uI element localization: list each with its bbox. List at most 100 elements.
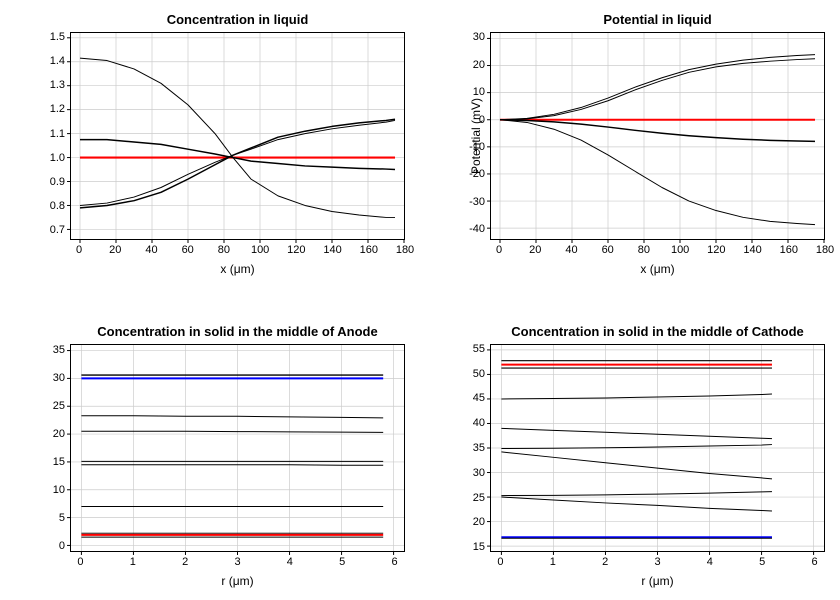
y-tick-label: 0.8	[50, 200, 65, 212]
y-tick-label: 0	[59, 540, 65, 552]
y-tick-label: 5	[59, 512, 65, 524]
x-tick-label: 40	[145, 244, 157, 256]
x-tick-label: 160	[780, 244, 798, 256]
x-tick-label: 100	[671, 244, 689, 256]
series-line	[500, 59, 815, 120]
y-tick-label: 50	[473, 368, 485, 380]
series-line	[501, 394, 772, 399]
x-tick-label: 3	[234, 556, 240, 568]
x-tick-label: 100	[251, 244, 269, 256]
plot-svg	[491, 33, 824, 239]
series-line	[500, 120, 815, 142]
series-line	[501, 428, 772, 438]
y-tick-label: 15	[53, 456, 65, 468]
x-tick-label: 4	[707, 556, 713, 568]
y-tick-label: -30	[469, 196, 485, 208]
y-tick-label: 0	[479, 114, 485, 126]
x-tick-label: 1	[550, 556, 556, 568]
x-tick-label: 2	[182, 556, 188, 568]
x-tick-label: 60	[182, 244, 194, 256]
x-tick-label: 5	[759, 556, 765, 568]
series-line	[81, 431, 383, 432]
y-tick-label: 1.5	[50, 31, 65, 43]
y-tick-label: 10	[53, 484, 65, 496]
panel-tr: Potential in liquidx (μm)Potential (mV)0…	[490, 32, 825, 240]
y-tick-label: -40	[469, 223, 485, 235]
y-tick-label: 0.9	[50, 176, 65, 188]
panel-title: Concentration in solid in the middle of …	[70, 324, 405, 339]
plot-svg	[71, 345, 404, 551]
series-line	[81, 416, 383, 418]
series-line	[501, 452, 772, 479]
x-tick-label: 0	[497, 556, 503, 568]
x-axis-label: x (μm)	[70, 262, 405, 276]
series-line	[500, 120, 815, 225]
x-tick-label: 3	[654, 556, 660, 568]
y-axis-label: Potential (mV)	[469, 98, 483, 174]
x-tick-label: 4	[287, 556, 293, 568]
y-tick-label: 1.2	[50, 103, 65, 115]
x-tick-label: 20	[529, 244, 541, 256]
x-tick-label: 20	[109, 244, 121, 256]
x-tick-label: 0	[496, 244, 502, 256]
y-tick-label: 20	[473, 516, 485, 528]
x-tick-label: 120	[287, 244, 305, 256]
y-tick-label: 55	[473, 343, 485, 355]
series-line	[81, 465, 383, 466]
plot-area	[70, 344, 405, 552]
x-tick-label: 6	[811, 556, 817, 568]
y-tick-label: 35	[53, 344, 65, 356]
y-tick-label: 20	[473, 59, 485, 71]
y-tick-label: 10	[473, 86, 485, 98]
plot-area	[490, 32, 825, 240]
x-tick-label: 0	[76, 244, 82, 256]
series-line	[501, 497, 772, 511]
x-tick-label: 180	[396, 244, 414, 256]
x-tick-label: 0	[77, 556, 83, 568]
panel-title: Concentration in solid in the middle of …	[490, 324, 825, 339]
y-tick-label: 35	[473, 442, 485, 454]
x-axis-label: x (μm)	[490, 262, 825, 276]
panel-title: Potential in liquid	[490, 12, 825, 27]
series-line	[501, 492, 772, 496]
x-tick-label: 140	[743, 244, 761, 256]
y-tick-label: -20	[469, 168, 485, 180]
x-tick-label: 1	[130, 556, 136, 568]
panel-title: Concentration in liquid	[70, 12, 405, 27]
x-tick-label: 5	[339, 556, 345, 568]
y-tick-label: 0.7	[50, 224, 65, 236]
y-tick-label: 1.1	[50, 128, 65, 140]
x-tick-label: 80	[218, 244, 230, 256]
y-tick-label: 30	[53, 372, 65, 384]
panel-bl: Concentration in solid in the middle of …	[70, 344, 405, 552]
y-tick-label: 40	[473, 417, 485, 429]
panel-tl: Concentration in liquidx (μm)Concentrati…	[70, 32, 405, 240]
x-tick-label: 140	[323, 244, 341, 256]
x-tick-label: 120	[707, 244, 725, 256]
y-tick-label: 25	[53, 400, 65, 412]
series-line	[80, 140, 395, 170]
figure: Concentration in liquid x (μm) Concentrati…	[0, 0, 840, 600]
series-line	[80, 58, 395, 217]
series-line	[500, 55, 815, 120]
x-tick-label: 160	[360, 244, 378, 256]
y-tick-label: 1.4	[50, 55, 65, 67]
y-tick-label: 30	[473, 467, 485, 479]
y-tick-label: 25	[473, 492, 485, 504]
plot-area	[490, 344, 825, 552]
plot-area	[70, 32, 405, 240]
x-tick-label: 40	[565, 244, 577, 256]
panel-br: Concentration in solid in the middle of …	[490, 344, 825, 552]
plot-svg	[491, 345, 824, 551]
x-tick-label: 6	[391, 556, 397, 568]
y-tick-label: 30	[473, 31, 485, 43]
y-tick-label: 45	[473, 392, 485, 404]
y-tick-label: 1.3	[50, 79, 65, 91]
y-tick-label: 1.0	[50, 152, 65, 164]
y-tick-label: 15	[473, 541, 485, 553]
x-axis-label: r (μm)	[490, 574, 825, 588]
x-tick-label: 60	[602, 244, 614, 256]
x-axis-label: r (μm)	[70, 574, 405, 588]
y-tick-label: -10	[469, 141, 485, 153]
x-tick-label: 2	[602, 556, 608, 568]
